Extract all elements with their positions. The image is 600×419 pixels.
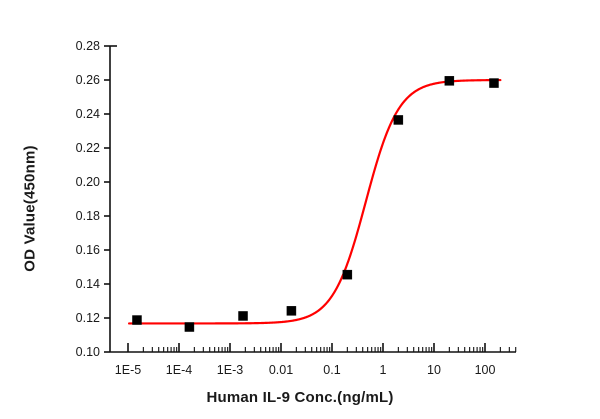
- y-tick-label: 0.10: [75, 345, 100, 359]
- y-tick-label: 0.12: [75, 311, 100, 325]
- x-tick-label: 100: [474, 363, 496, 377]
- x-tick-label: 1E-3: [216, 363, 244, 377]
- y-axis-title: OD Value(450nm): [21, 145, 39, 272]
- y-tick-label: 0.18: [75, 209, 100, 223]
- y-tick-label: 0.28: [75, 39, 100, 53]
- axis-ticks: [104, 45, 517, 353]
- fit-curve: [127, 78, 502, 325]
- x-axis-title: Human IL-9 Conc.(ng/mL): [206, 389, 394, 406]
- y-tick-label: 0.26: [75, 73, 100, 87]
- y-tick-label: 0.22: [75, 141, 100, 155]
- x-tick-label: 1E-5: [114, 363, 142, 377]
- y-tick-label: 0.14: [75, 277, 100, 291]
- x-tick-label: 1: [379, 363, 387, 377]
- x-tick-label: 0.1: [323, 363, 341, 377]
- data-points: [132, 76, 499, 332]
- y-tick-label: 0.16: [75, 243, 100, 257]
- x-tick-label: 1E-4: [165, 363, 193, 377]
- x-tick-label: 10: [427, 363, 441, 377]
- y-tick-label: 0.24: [75, 107, 100, 121]
- y-tick-label: 0.20: [75, 175, 100, 189]
- x-tick-label: 0.01: [268, 363, 294, 377]
- axes: [109, 45, 516, 353]
